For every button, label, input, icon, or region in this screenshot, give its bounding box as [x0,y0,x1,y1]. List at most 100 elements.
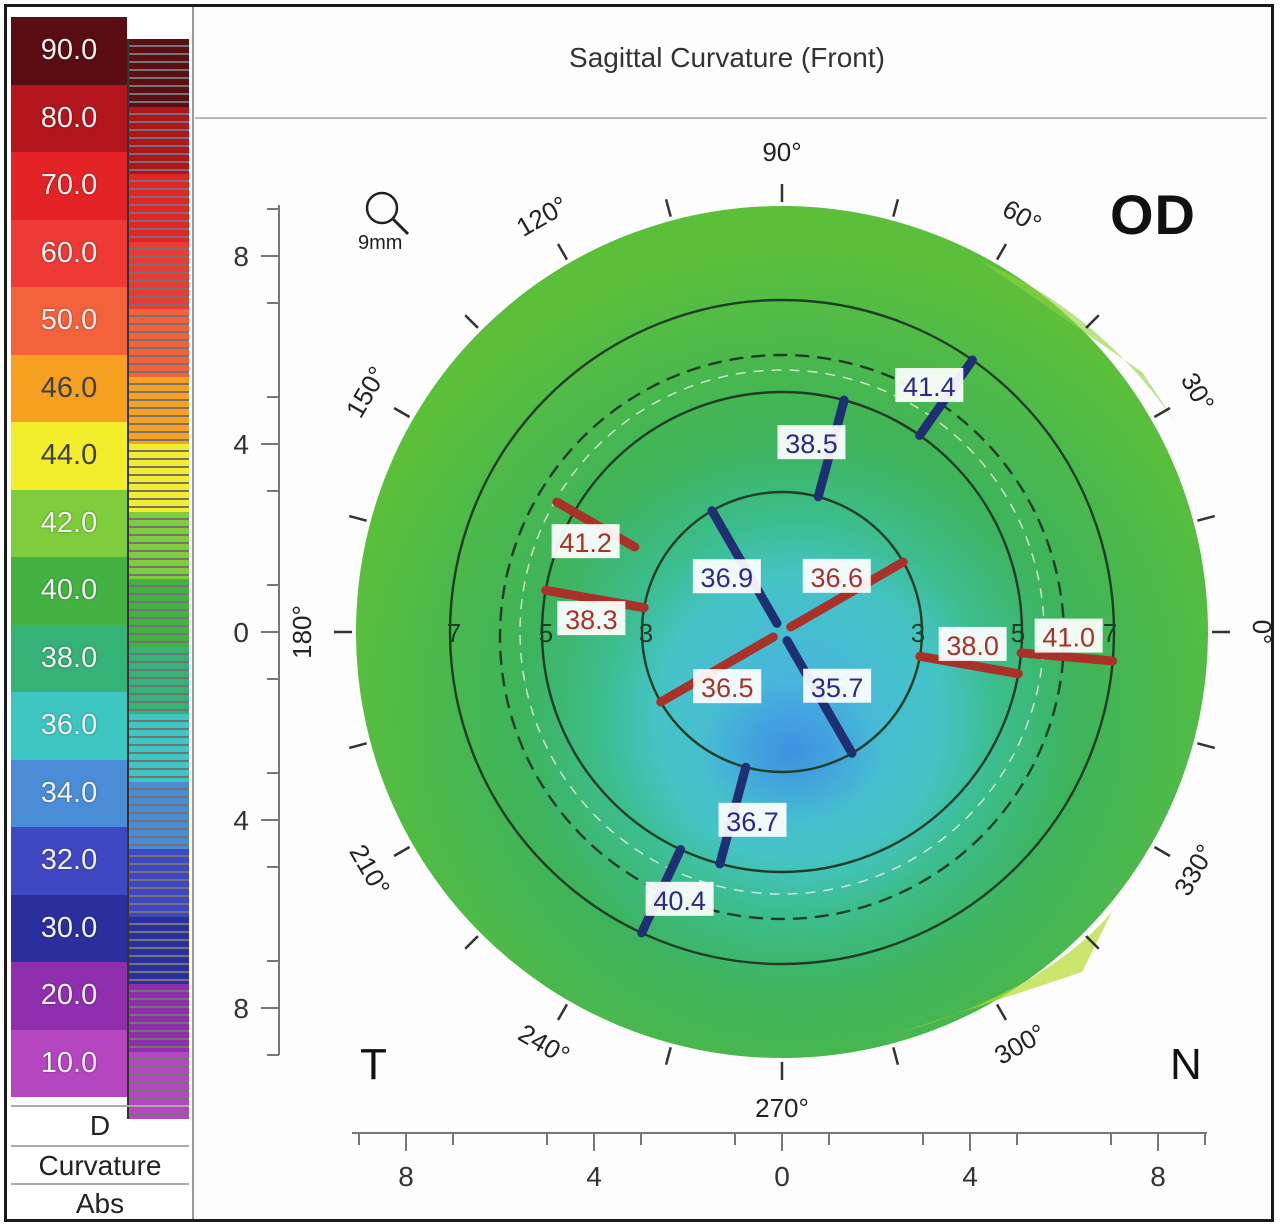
reading-box [692,559,761,594]
scale-stripe [127,174,189,242]
chart-title: Sagittal Curvature (Front) [569,42,885,73]
reading-label: 35.7 [803,668,872,703]
scale-cell: 46.0 [11,354,127,422]
angle-tick [892,1047,900,1066]
x-tick-label: 0 [774,1161,790,1192]
x-tick-label: 8 [398,1161,414,1192]
reading-label: 40.4 [645,881,714,916]
nasal-label: N [1170,1040,1202,1089]
angle-label: 240° [513,1018,575,1071]
meridian-bar [1016,648,1118,666]
scale-cell: 36.0 [11,692,127,760]
reading-label: 41.2 [551,524,620,559]
angle-tick [892,198,900,217]
ring-label: 3 [911,618,925,648]
title-divider [195,117,1267,119]
angle-tick [556,1003,569,1021]
angle-label: 270° [755,1093,809,1123]
reading-value: 41.0 [1042,623,1095,653]
reading-label: 41.0 [1034,618,1103,653]
angle-label: 180° [287,605,317,659]
reading-label: 36.9 [692,559,761,594]
scale-cell: 40.0 [11,557,127,625]
reading-box [803,668,872,703]
meridian-bar [541,585,649,613]
zone-ring [540,390,1024,874]
scale-cell: 38.0 [11,624,127,692]
scale-cell: 50.0 [11,287,127,355]
reading-box [802,558,871,593]
scale-stripe [127,1051,189,1119]
x-tick-label: 8 [1150,1161,1166,1192]
scale-stripe [127,579,189,647]
reading-label: 38.5 [777,425,846,460]
scale-stripe [127,376,189,444]
angle-tick [1085,314,1100,329]
angle-label: 30° [1175,367,1221,416]
scale-cell: 44.0 [11,422,127,490]
angle-tick [1197,514,1216,522]
reading-box [777,425,846,460]
angle-tick [1085,935,1100,950]
scale-stripe [127,849,189,917]
color-scale-legend: 90.0 80.0 70.0 60.0 50.0 46.0 44.0 42.0 40.0 38.0… [7,7,194,1219]
reading-label: 38.0 [938,626,1007,661]
zoom-magnifier-icon[interactable] [362,190,422,242]
angle-label: 0° [1247,620,1272,645]
angle-label: 210° [343,839,396,901]
reading-value: 36.6 [810,563,863,593]
eye-label: OD [1110,183,1196,246]
legend-map-type: Curvature [11,1145,189,1185]
angle-tick [393,845,411,858]
angle-label: 150° [340,361,393,423]
reading-value: 36.5 [701,673,754,703]
scale-stripe [127,916,189,984]
scale-stripe [127,309,189,377]
angle-tick [348,742,367,750]
scale-cell: 42.0 [11,489,127,557]
y-tick-label: 8 [233,993,249,1024]
cornea-disk [356,206,1208,1058]
scale-stripe [127,444,189,512]
reading-label: 41.4 [895,368,964,403]
reading-box [938,626,1007,661]
meridian-bar [915,651,1023,679]
angle-tick [348,514,367,522]
reading-value: 41.2 [559,528,612,558]
reading-value: 41.4 [903,372,956,402]
angle-tick [464,314,479,329]
reading-box [718,802,787,837]
curvature-map: 41.2 38.5 41.4 36.9 36.6 38.3 38.0 41.0 36.5 35.7… [233,137,1272,1192]
y-tick-label: 4 [233,429,249,460]
scale-stripe [127,714,189,782]
scale-stripe [127,39,189,107]
y-tick-label: 8 [233,241,249,272]
angle-tick [464,935,479,950]
angle-tick [995,1003,1008,1021]
zone-ring [640,490,924,774]
ring-label: 5 [1011,618,1025,648]
highlight-zone [902,912,1112,1032]
angle-tick [1153,845,1171,858]
scale-stripe [127,106,189,174]
reading-box [693,669,762,704]
angle-label: 90° [762,137,801,167]
ring-label: 7 [1103,618,1117,648]
angle-label: 60° [998,193,1047,239]
scale-stripe [127,511,189,579]
angle-tick [995,243,1008,261]
scale-cell: 60.0 [11,219,127,287]
scale-cell: 80.0 [11,84,127,152]
y-tick-label: 0 [233,617,249,648]
angle-tick [1153,406,1171,419]
reading-value: 38.0 [946,631,999,661]
x-tick-label: 4 [962,1161,978,1192]
reading-box [645,881,714,916]
reading-box [551,524,620,559]
reading-label: 36.6 [802,558,871,593]
temporal-label: T [360,1040,387,1089]
scale-stripe [127,781,189,849]
scale-stripe [127,646,189,714]
reading-value: 38.5 [785,429,838,459]
angle-label: 300° [989,1018,1051,1071]
